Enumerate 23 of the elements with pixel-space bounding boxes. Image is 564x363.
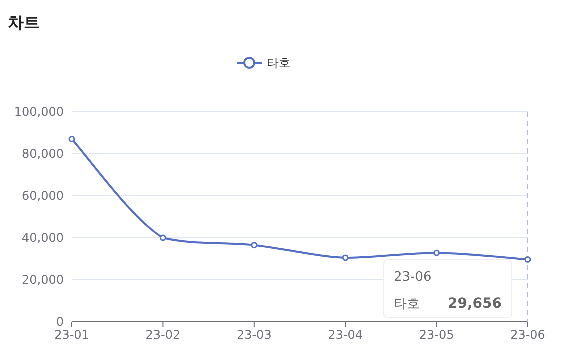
point [68,136,76,143]
x-tick-label: 23-02 [146,328,181,342]
x-tick-label: 23-06 [510,328,546,342]
y-tick-label: 100,000 [14,105,64,119]
annotation: 23-06 [394,270,432,285]
point [251,242,258,249]
y-tick-label: 40,000 [22,231,64,245]
x-tick-label: 23-05 [419,328,454,342]
x-tick-label: 23-01 [54,328,90,342]
x-tick-label: 23-04 [328,328,364,342]
annotation: 29,656 [448,296,502,312]
chart-title: 차트 [8,13,40,32]
text: 타호 [394,297,420,312]
point [342,254,349,262]
point [434,250,440,256]
legend-label: 타호 [267,56,291,70]
y-tick-label: 0 [56,315,64,329]
x-tick-label: 23-03 [236,328,272,342]
y-tick-label: 20,000 [22,273,64,287]
point [160,234,166,242]
y-tick-label: 60,000 [22,189,64,203]
y-tick-label: 80,000 [22,147,64,161]
point [524,256,532,263]
